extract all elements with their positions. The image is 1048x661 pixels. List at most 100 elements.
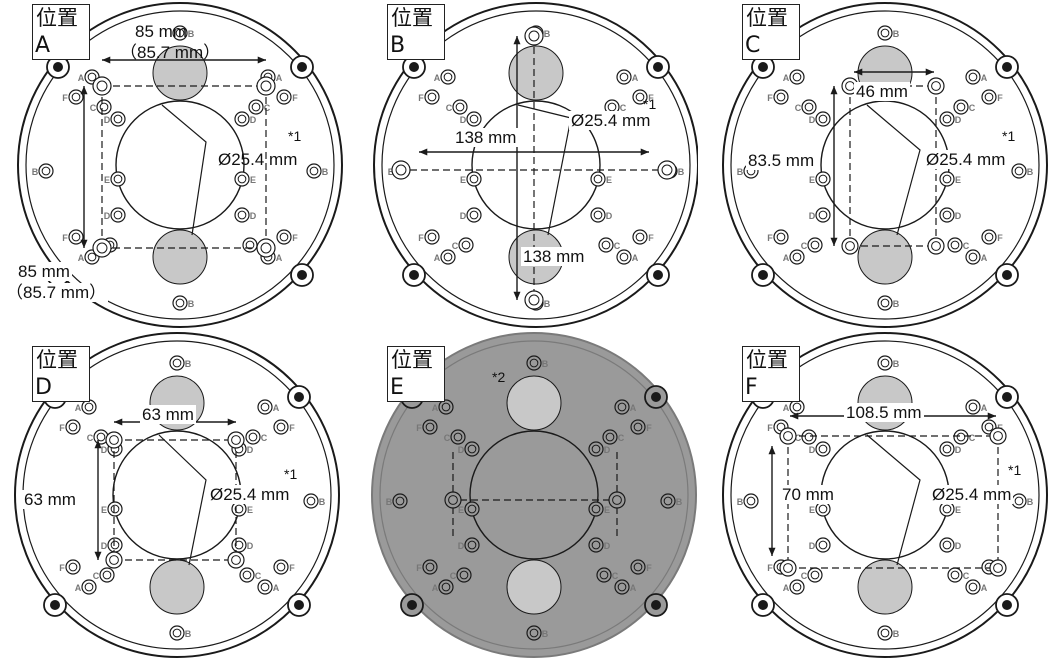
mounting-hole-b-inner — [41, 166, 51, 176]
mounting-hole-c-inner — [245, 240, 255, 250]
mounting-hole-c — [596, 567, 612, 583]
mount-position-hole — [779, 427, 797, 445]
mount-position-hole — [608, 491, 626, 509]
mounting-hole-d — [234, 111, 250, 127]
mounting-hole-d — [464, 441, 480, 457]
mounting-hole-f-inner — [68, 422, 78, 432]
hole-letter-e: E — [104, 175, 110, 185]
mounting-hole-f-inner — [427, 232, 437, 242]
mount-position-hole — [927, 237, 945, 255]
hole-letter-b: B — [185, 359, 192, 369]
mounting-hole-c — [947, 567, 963, 583]
mounting-hole-d-inner — [818, 444, 828, 454]
mounting-hole-a — [616, 69, 632, 85]
mounting-hole-b-inner — [309, 166, 319, 176]
corner-tab-core — [294, 600, 304, 610]
mounting-hole-d — [588, 537, 604, 553]
mounting-hole-b-inner — [172, 628, 182, 638]
mount-position-hole-inner — [231, 435, 241, 445]
position-label-letter: B — [390, 33, 406, 58]
hole-letter-e: E — [101, 505, 107, 515]
hole-letter-a: A — [630, 583, 637, 593]
hole-letter-b: B — [319, 497, 326, 507]
hole-letter-e: E — [606, 175, 612, 185]
dimension-arrowhead — [640, 148, 649, 156]
mounting-hole-d — [815, 441, 831, 457]
mounting-hole-d — [110, 207, 126, 223]
mount-position-hole-inner — [931, 81, 941, 91]
mounting-hole-b-inner — [529, 358, 539, 368]
position-label-f: 位置 F — [742, 346, 800, 402]
mounting-hole-d-inner — [237, 114, 247, 124]
hole-letter-b: B — [544, 299, 551, 309]
hole-letter-e: E — [809, 505, 815, 515]
mount-position-hole — [256, 238, 276, 258]
hole-letter-c: C — [795, 433, 802, 443]
mount-position-hole — [105, 551, 123, 569]
position-label-b: 位置 B — [387, 4, 445, 60]
dimension-arrowhead — [80, 86, 88, 95]
hole-letter-b: B — [188, 299, 195, 309]
hole-letter-f: F — [767, 563, 773, 573]
mounting-hole-c-inner — [607, 102, 617, 112]
corner-tab-core — [651, 392, 661, 402]
hole-letter-f: F — [418, 93, 424, 103]
hole-letter-d: D — [104, 115, 111, 125]
mounting-hole-e — [466, 171, 482, 187]
hole-letter-c: C — [963, 241, 970, 251]
hole-letter-a: A — [981, 583, 988, 593]
mounting-hole-d-inner — [942, 114, 952, 124]
mount-position-hole-inner — [783, 563, 793, 573]
hole-letter-d: D — [101, 541, 108, 551]
plate-inner-rim — [730, 10, 1040, 320]
hole-letter-c: C — [90, 103, 97, 113]
mounting-hole-f-inner — [633, 422, 643, 432]
hole-letter-b: B — [386, 497, 393, 507]
mount-position-hole — [227, 551, 245, 569]
dimension-horizontal: 108.5 mm — [844, 403, 924, 422]
mounting-hole-d-inner — [818, 114, 828, 124]
mounting-hole-d — [815, 537, 831, 553]
mounting-hole-d — [588, 441, 604, 457]
mounting-hole-c-inner — [956, 102, 966, 112]
mount-position-hole-inner — [96, 80, 108, 92]
mounting-hole-f — [68, 229, 84, 245]
mounting-hole-a — [81, 579, 97, 595]
hole-letter-f: F — [416, 563, 422, 573]
hole-letter-b: B — [544, 29, 551, 39]
mounting-hole-f — [424, 229, 440, 245]
hole-letter-c: C — [801, 571, 808, 581]
corner-tab-core — [409, 62, 419, 72]
hole-letter-f: F — [59, 423, 65, 433]
knockout-bottom — [152, 229, 208, 285]
mount-position-hole-inner — [612, 495, 622, 505]
mounting-hole-c — [242, 237, 258, 253]
mounting-hole-d — [939, 207, 955, 223]
mounting-hole-c-inner — [96, 432, 106, 442]
mounting-hole-d — [815, 207, 831, 223]
position-label-letter: A — [35, 33, 51, 58]
corner-tab-core — [1002, 270, 1012, 280]
mounting-hole-f — [773, 229, 789, 245]
hole-letter-f: F — [59, 563, 65, 573]
hole-diameter-label: Ø25.4 mm — [569, 111, 653, 130]
dimension-vertical: 138 mm — [521, 247, 587, 266]
mounting-hole-c — [245, 429, 261, 445]
mounting-hole-c — [452, 99, 468, 115]
hole-diameter-label: Ø25.4 mm — [930, 485, 1014, 504]
mount-position-hole — [989, 427, 1007, 445]
mount-position-hole-inner — [260, 242, 272, 254]
hole-letter-c: C — [255, 571, 262, 581]
hole-letter-a: A — [783, 73, 790, 83]
hole-letter-f: F — [62, 233, 68, 243]
mounting-hole-d-inner — [237, 210, 247, 220]
mounting-hole-d — [815, 111, 831, 127]
hole-letter-a: A — [432, 583, 439, 593]
footnote-marker: *2 — [492, 369, 506, 385]
position-label-letter: D — [35, 375, 52, 400]
mounting-hole-b-inner — [880, 298, 890, 308]
position-label-jp: 位置 — [746, 6, 788, 30]
mounting-hole-c — [602, 429, 618, 445]
